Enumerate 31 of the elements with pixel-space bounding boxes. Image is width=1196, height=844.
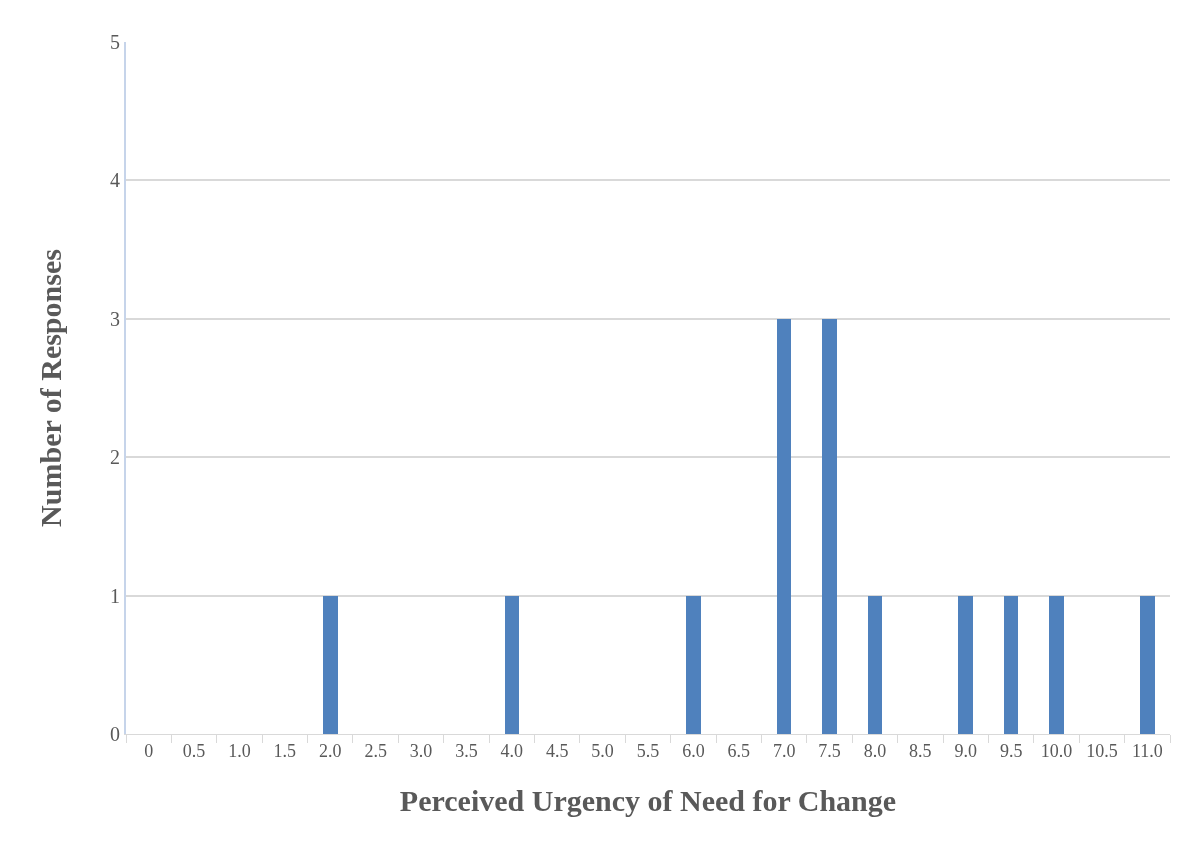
x-tick-label: 10.0 [1040, 740, 1073, 761]
x-tick-label: 5.0 [591, 740, 614, 761]
y-axis-title: Number of Responses [33, 249, 67, 527]
x-axis-title: Perceived Urgency of Need for Change [399, 784, 897, 818]
x-tick-label: 6.0 [682, 740, 705, 761]
y-tick-label: 2 [110, 446, 120, 469]
y-tick-label: 4 [110, 169, 120, 192]
x-tick-label: 8.0 [863, 740, 887, 761]
x-tick-label: 9.0 [954, 740, 977, 761]
y-tick-label: 3 [110, 307, 120, 330]
x-tick-label: 1.5 [273, 740, 297, 761]
x-tick-label: 8.5 [909, 740, 932, 761]
x-tick-label: 1.0 [228, 740, 251, 761]
x-tick-label: 4.0 [500, 740, 524, 761]
y-tick-label: 0 [110, 723, 120, 745]
y-tick-label: 1 [110, 584, 120, 607]
x-tick-label: 9.5 [999, 740, 1023, 761]
x-tick-label: 2.0 [319, 740, 342, 761]
x-tick-label: 6.5 [727, 740, 751, 761]
x-tick-label: 2.5 [364, 740, 387, 761]
x-tick-label: 7.0 [772, 740, 796, 761]
x-tick-label: 10.5 [1086, 740, 1118, 761]
x-tick-label: 0 [144, 740, 154, 761]
x-tick-label: 3.0 [409, 740, 433, 761]
y-tick-label: 5 [110, 31, 120, 53]
x-tick-label: 7.5 [818, 740, 841, 761]
x-tick-label: 3.5 [455, 740, 478, 761]
x-tick-label: 0.5 [182, 740, 206, 761]
x-tick-label: 4.5 [545, 740, 569, 761]
x-tick-label: 11.0 [1131, 740, 1163, 761]
x-tick-label: 5.5 [636, 740, 660, 761]
